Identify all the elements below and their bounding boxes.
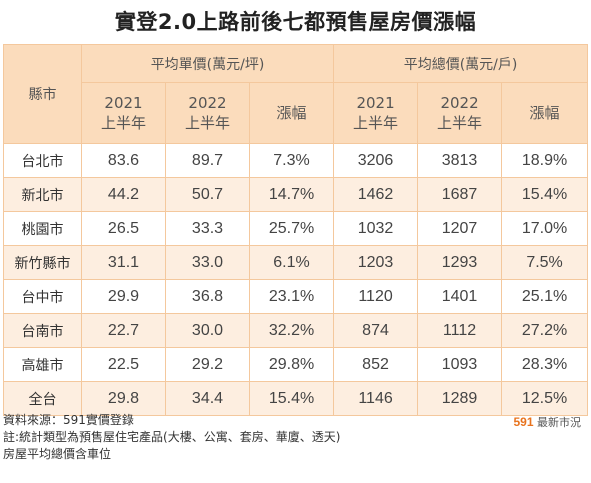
value-cell: 874 — [333, 313, 419, 348]
value-cell: 25.1% — [501, 279, 589, 314]
value-cell: 28.3% — [501, 347, 589, 382]
value-cell: 852 — [333, 347, 419, 382]
value-cell: 1687 — [417, 177, 503, 212]
value-cell: 26.5 — [81, 211, 166, 246]
value-cell: 22.7 — [81, 313, 166, 348]
table-row: 高雄市 22.5 29.2 29.8% 852 1093 28.3% — [3, 347, 589, 382]
value-cell: 1462 — [333, 177, 419, 212]
subheader-unit-2021: 2021 上半年 — [81, 82, 166, 144]
subheader-unit-2022: 2022 上半年 — [165, 82, 250, 144]
value-cell: 3206 — [333, 143, 419, 178]
value-cell: 15.4% — [248, 381, 335, 416]
table-row: 桃園市 26.5 33.3 25.7% 1032 1207 17.0% — [3, 211, 589, 246]
value-cell: 34.4 — [165, 381, 250, 416]
table-row: 全台 29.8 34.4 15.4% 1146 1289 12.5% — [3, 381, 589, 416]
unit-price-group-header: 平均單價(萬元/坪) — [80, 44, 335, 83]
value-cell: 18.9% — [501, 143, 589, 178]
value-cell: 1112 — [417, 313, 503, 348]
value-cell: 1207 — [417, 211, 503, 246]
city-cell: 全台 — [3, 381, 82, 416]
table-row: 台北市 83.6 89.7 7.3% 3206 3813 18.9% — [3, 143, 589, 178]
value-cell: 30.0 — [165, 313, 250, 348]
brand-text: 最新市況 — [537, 416, 581, 429]
value-cell: 3813 — [417, 143, 503, 178]
value-cell: 1146 — [333, 381, 419, 416]
table-row: 台南市 22.7 30.0 32.2% 874 1112 27.2% — [3, 313, 589, 348]
city-cell: 高雄市 — [3, 347, 82, 382]
city-column-header: 縣市 — [3, 44, 82, 144]
value-cell: 1032 — [333, 211, 419, 246]
city-cell: 新竹縣市 — [3, 245, 82, 280]
value-cell: 1093 — [417, 347, 503, 382]
value-cell: 25.7% — [248, 211, 335, 246]
city-cell: 台北市 — [3, 143, 82, 178]
value-cell: 1120 — [333, 279, 419, 314]
category-note: 註:統計類型為預售屋住宅產品(大樓、公寓、套房、華廈、透天) — [3, 430, 341, 444]
value-cell: 89.7 — [165, 143, 250, 178]
price-table: 縣市 平均單價(萬元/坪) 平均總價(萬元/戶) 2021 上半年 2022 上半年… — [3, 44, 589, 416]
value-cell: 27.2% — [501, 313, 589, 348]
value-cell: 29.2 — [165, 347, 250, 382]
total-price-group-header: 平均總價(萬元/戶) — [333, 44, 589, 83]
value-cell: 44.2 — [81, 177, 166, 212]
value-cell: 14.7% — [248, 177, 335, 212]
value-cell: 1293 — [417, 245, 503, 280]
value-cell: 1289 — [417, 381, 503, 416]
value-cell: 1401 — [417, 279, 503, 314]
table-row: 新北市 44.2 50.7 14.7% 1462 1687 15.4% — [3, 177, 589, 212]
value-cell: 36.8 — [165, 279, 250, 314]
city-cell: 台南市 — [3, 313, 82, 348]
value-cell: 29.8% — [248, 347, 335, 382]
value-cell: 1203 — [333, 245, 419, 280]
value-cell: 33.0 — [165, 245, 250, 280]
subheader-unit-change: 漲幅 — [248, 82, 335, 144]
value-cell: 83.6 — [81, 143, 166, 178]
subheader-total-2022: 2022 上半年 — [417, 82, 503, 144]
city-cell: 新北市 — [3, 177, 82, 212]
value-cell: 7.5% — [501, 245, 589, 280]
value-cell: 7.3% — [248, 143, 335, 178]
value-cell: 32.2% — [248, 313, 335, 348]
value-cell: 29.9 — [81, 279, 166, 314]
value-cell: 50.7 — [165, 177, 250, 212]
value-cell: 6.1% — [248, 245, 335, 280]
subheader-total-change: 漲幅 — [501, 82, 589, 144]
value-cell: 12.5% — [501, 381, 589, 416]
parking-note: 房屋平均總價含車位 — [3, 447, 112, 461]
city-cell: 台中市 — [3, 279, 82, 314]
brand-logo: 591 最新市況 — [513, 414, 581, 430]
brand-number: 591 — [513, 415, 534, 429]
table-row: 新竹縣市 31.1 33.0 6.1% 1203 1293 7.5% — [3, 245, 589, 280]
value-cell: 31.1 — [81, 245, 166, 280]
value-cell: 23.1% — [248, 279, 335, 314]
table-row: 台中市 29.9 36.8 23.1% 1120 1401 25.1% — [3, 279, 589, 314]
value-cell: 17.0% — [501, 211, 589, 246]
value-cell: 15.4% — [501, 177, 589, 212]
subheader-total-2021: 2021 上半年 — [333, 82, 419, 144]
footnotes: 資料來源：591實價登錄 註:統計類型為預售屋住宅產品(大樓、公寓、套房、華廈、… — [3, 412, 340, 463]
page-title: 實登2.0上路前後七都預售屋房價漲幅 — [114, 10, 477, 34]
city-cell: 桃園市 — [3, 211, 82, 246]
value-cell: 29.8 — [81, 381, 166, 416]
value-cell: 22.5 — [81, 347, 166, 382]
source-note: 資料來源：591實價登錄 — [3, 413, 134, 427]
value-cell: 33.3 — [165, 211, 250, 246]
